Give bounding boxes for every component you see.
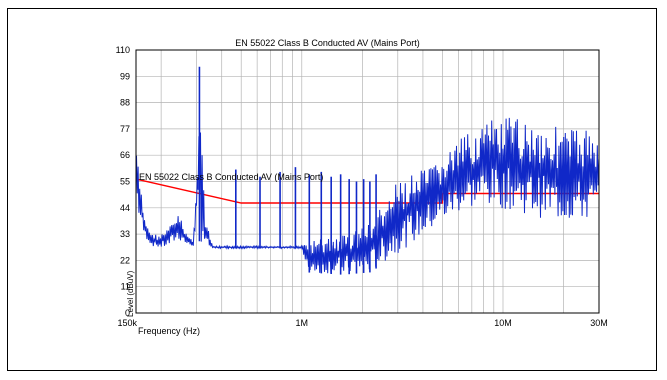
y-axis-label: Level (dBuV)	[126, 270, 135, 317]
chart-frame	[7, 8, 657, 371]
grid	[136, 50, 599, 313]
y-tick-label: 55	[120, 177, 130, 187]
y-tick-label: 99	[120, 71, 130, 81]
x-axis-label: Frequency (Hz)	[138, 326, 200, 336]
measurement-trace-group	[136, 66, 600, 275]
y-tick-label: 11	[121, 282, 130, 292]
limit-line-group	[135, 178, 599, 204]
y-tick-label: 0	[125, 308, 130, 318]
y-tick-label: 33	[120, 229, 130, 239]
y-tick-label: 22	[120, 255, 130, 265]
limit-line-label: EN 55022 Class B Conducted AV (Mains Por…	[139, 172, 323, 182]
y-tick-label: 66	[120, 150, 130, 160]
x-tick-label: 1M	[296, 318, 309, 328]
y-tick-label: 44	[120, 203, 130, 213]
measurement-trace	[136, 117, 600, 274]
chart-title: EN 55022 Class B Conducted AV (Mains Por…	[235, 38, 419, 48]
limit-line	[135, 178, 599, 204]
plot-area-border	[135, 49, 600, 314]
tick-labels: 0 11 22 33 44 55 66 77 88 99 110 150k 1M 10M 30M	[116, 45, 608, 328]
y-tick-label: 88	[120, 98, 130, 108]
y-tick-label: 110	[116, 45, 130, 55]
x-tick-label: 150k	[117, 318, 137, 328]
y-tick-label: 77	[120, 124, 130, 134]
x-tick-label: 10M	[494, 318, 512, 328]
x-tick-label: 30M	[590, 318, 608, 328]
